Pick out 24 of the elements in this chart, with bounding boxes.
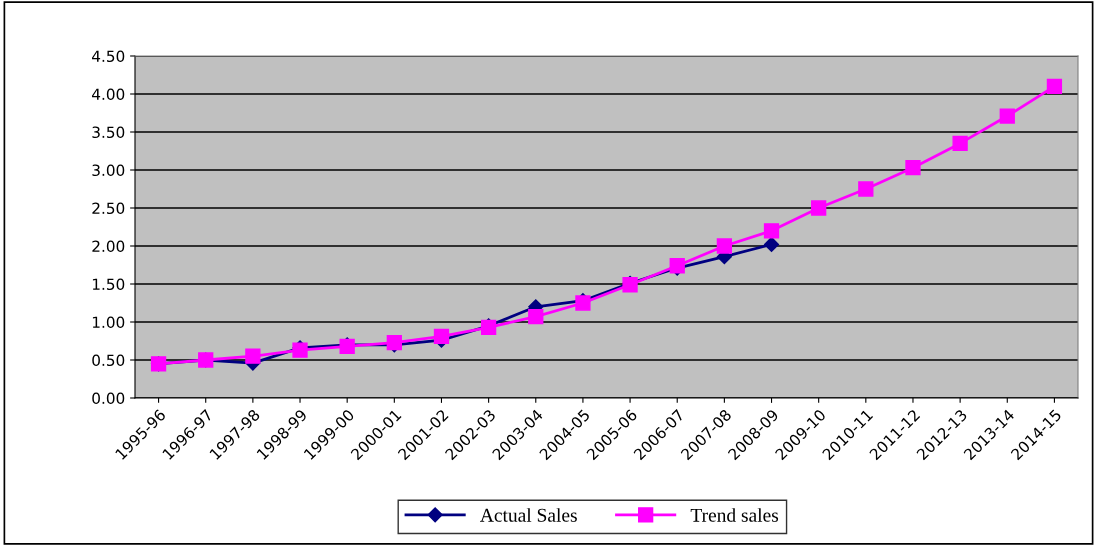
point [999,108,1015,124]
y-tick-label: 0.00 [92,392,125,405]
y-tick-label: 1.50 [92,278,125,291]
point [905,160,921,176]
y-tick-label: 2.00 [92,240,125,253]
legend-label: Actual Sales [480,508,577,522]
point [763,236,780,253]
point [716,238,733,254]
y-tick-label: 3.50 [92,126,125,139]
y-tick-label: 4.50 [92,50,125,63]
point [811,200,827,216]
legend-label: Trend sales [690,508,779,522]
point [952,135,968,152]
point [245,348,261,364]
y-tick-label: 1.00 [92,316,125,329]
y-tick-label: 0.50 [92,354,125,367]
point [763,223,780,239]
point [528,309,544,325]
point [1046,78,1063,95]
y-tick-label: 4.00 [92,88,125,101]
y-tick-label: 3.00 [92,164,125,177]
y-tick-label: 2.50 [92,202,125,215]
point [858,181,874,197]
point [433,328,450,345]
